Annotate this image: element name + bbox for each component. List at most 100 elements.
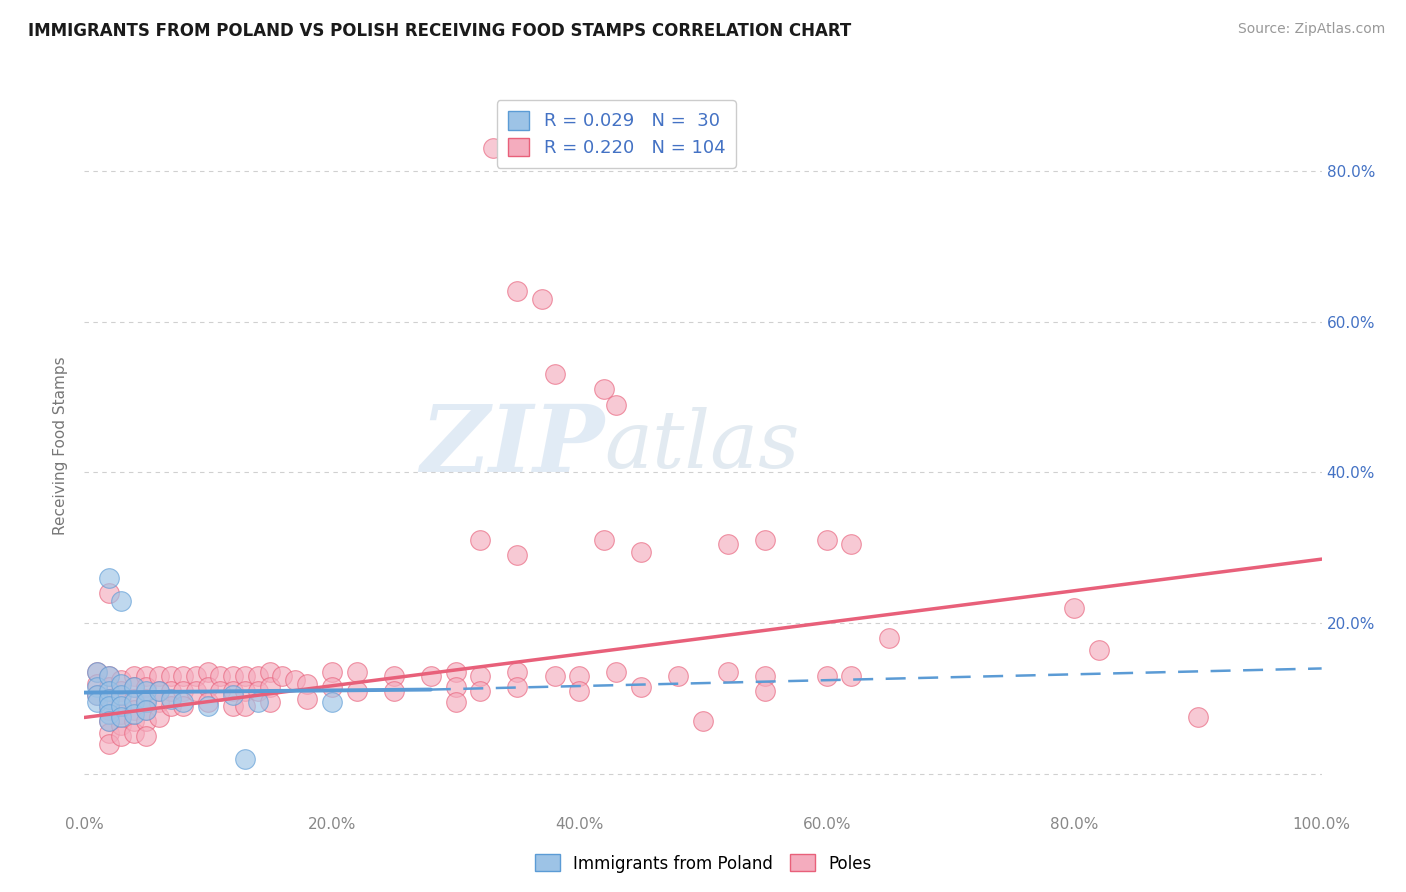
Point — [98, 571, 121, 585]
Point — [209, 669, 232, 683]
Point — [444, 695, 467, 709]
Point — [135, 714, 157, 729]
Point — [222, 688, 245, 702]
Text: Source: ZipAtlas.com: Source: ZipAtlas.com — [1237, 22, 1385, 37]
Point — [122, 695, 145, 709]
Point — [233, 752, 256, 766]
Point — [98, 691, 121, 706]
Point — [233, 669, 256, 683]
Point — [382, 684, 405, 698]
Point — [122, 681, 145, 695]
Legend: Immigrants from Poland, Poles: Immigrants from Poland, Poles — [529, 847, 877, 880]
Point — [172, 684, 194, 698]
Point — [122, 681, 145, 695]
Point — [148, 710, 170, 724]
Point — [135, 691, 157, 706]
Point — [135, 703, 157, 717]
Text: ZIP: ZIP — [420, 401, 605, 491]
Point — [1187, 710, 1209, 724]
Point — [1063, 601, 1085, 615]
Point — [815, 669, 838, 683]
Point — [506, 681, 529, 695]
Point — [444, 665, 467, 680]
Point — [110, 729, 132, 743]
Point — [630, 681, 652, 695]
Point — [321, 665, 343, 680]
Point — [122, 703, 145, 717]
Point — [444, 681, 467, 695]
Point — [346, 684, 368, 698]
Point — [184, 669, 207, 683]
Point — [160, 699, 183, 714]
Point — [321, 681, 343, 695]
Point — [86, 695, 108, 709]
Point — [86, 688, 108, 702]
Point — [1088, 642, 1111, 657]
Y-axis label: Receiving Food Stamps: Receiving Food Stamps — [53, 357, 69, 535]
Point — [148, 695, 170, 709]
Point — [98, 699, 121, 714]
Point — [160, 669, 183, 683]
Point — [86, 681, 108, 695]
Point — [506, 549, 529, 563]
Point — [98, 706, 121, 721]
Point — [841, 669, 863, 683]
Point — [172, 695, 194, 709]
Point — [222, 669, 245, 683]
Point — [295, 691, 318, 706]
Point — [209, 684, 232, 698]
Point — [246, 669, 269, 683]
Point — [110, 710, 132, 724]
Point — [110, 673, 132, 687]
Point — [122, 706, 145, 721]
Point — [470, 684, 492, 698]
Point — [692, 714, 714, 729]
Point — [271, 669, 294, 683]
Point — [246, 684, 269, 698]
Point — [148, 669, 170, 683]
Point — [222, 684, 245, 698]
Point — [593, 383, 616, 397]
Point — [382, 669, 405, 683]
Point — [197, 681, 219, 695]
Point — [110, 684, 132, 698]
Point — [110, 695, 132, 709]
Point — [172, 669, 194, 683]
Point — [110, 718, 132, 732]
Point — [122, 669, 145, 683]
Point — [122, 714, 145, 729]
Point — [184, 684, 207, 698]
Point — [98, 684, 121, 698]
Point — [86, 676, 108, 690]
Point — [172, 699, 194, 714]
Point — [506, 285, 529, 299]
Point — [593, 533, 616, 548]
Point — [717, 537, 740, 551]
Point — [259, 681, 281, 695]
Point — [666, 669, 689, 683]
Legend: R = 0.029   N =  30, R = 0.220   N = 104: R = 0.029 N = 30, R = 0.220 N = 104 — [496, 100, 737, 168]
Text: atlas: atlas — [605, 408, 800, 484]
Point — [98, 691, 121, 706]
Point — [605, 398, 627, 412]
Point — [148, 684, 170, 698]
Point — [160, 684, 183, 698]
Point — [222, 699, 245, 714]
Point — [98, 586, 121, 600]
Point — [321, 695, 343, 709]
Point — [98, 703, 121, 717]
Point — [86, 665, 108, 680]
Point — [259, 695, 281, 709]
Point — [197, 695, 219, 709]
Point — [86, 665, 108, 680]
Point — [86, 688, 108, 702]
Point — [815, 533, 838, 548]
Point — [110, 699, 132, 714]
Point — [110, 688, 132, 702]
Point — [295, 676, 318, 690]
Point — [506, 665, 529, 680]
Point — [841, 537, 863, 551]
Point — [246, 695, 269, 709]
Point — [135, 681, 157, 695]
Point — [98, 681, 121, 695]
